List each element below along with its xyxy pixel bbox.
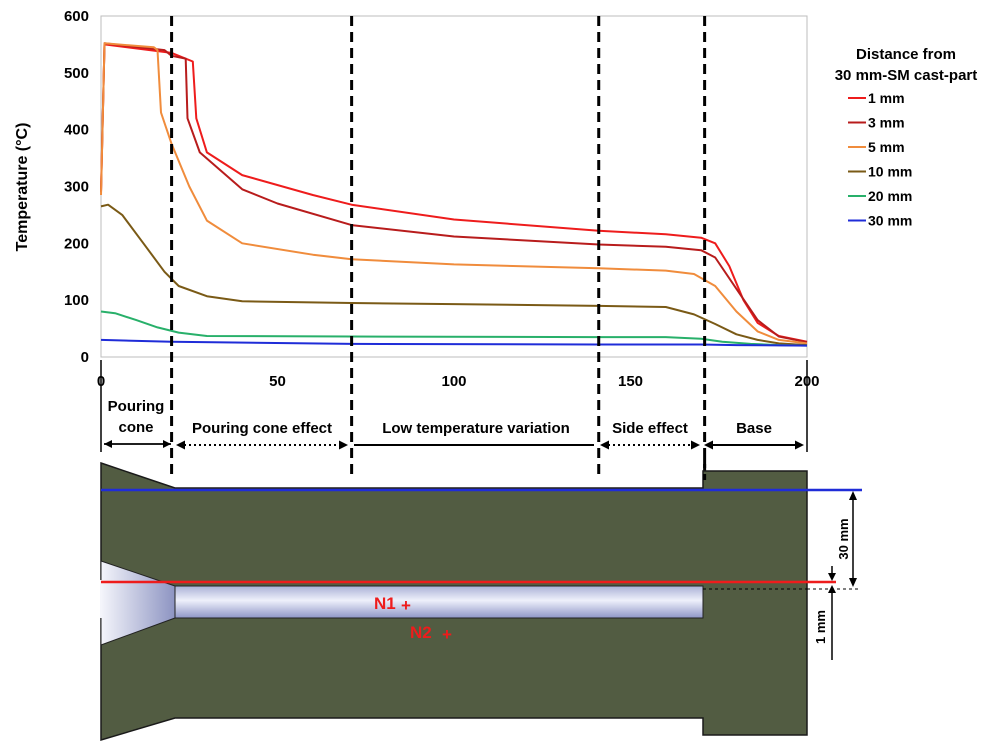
zone-arrowheads-cone-effect — [176, 440, 348, 450]
zone-annotations: Pouring cone Pouring cone effect Low tem… — [100, 360, 808, 452]
legend-label: 5 mm — [868, 139, 905, 155]
zone-dividers — [170, 16, 707, 480]
runner-cavity — [174, 585, 704, 619]
y-tick-label: 400 — [64, 122, 89, 139]
node-n1-marker: + — [401, 596, 411, 615]
y-tick-label: 300 — [64, 179, 89, 196]
node-n1-label: N1 — [374, 594, 396, 613]
y-tick-label: 200 — [64, 235, 89, 252]
legend-label: 10 mm — [868, 164, 912, 180]
legend-title-line1: Distance from — [856, 46, 956, 63]
series-line-10mm — [100, 203, 808, 347]
node-n2-label: N2 — [410, 623, 432, 642]
y-ticks: 0 100 200 300 400 500 600 — [64, 8, 89, 366]
legend-items: 1 mm 3 mm 5 mm 10 mm 20 mm 30 mm — [848, 90, 912, 229]
legend-label: 30 mm — [868, 213, 912, 229]
zone-label-side-effect: Side effect — [612, 420, 688, 437]
dim-label-30mm: 30 mm — [836, 518, 851, 559]
dim-label-1mm: 1 mm — [813, 610, 828, 644]
legend-label: 3 mm — [868, 115, 905, 131]
series-line-30mm — [100, 338, 808, 347]
x-tick-label: 100 — [441, 373, 466, 390]
series-line-5mm — [100, 42, 808, 345]
zone-arrowheads-pouring — [104, 440, 171, 448]
cast-part-section: 30 mm 1 mm N1 + N2 + — [100, 461, 862, 742]
y-tick-label: 600 — [64, 8, 89, 25]
series-line-3mm — [100, 42, 808, 344]
legend-label: 20 mm — [868, 188, 912, 204]
zone-label-base: Base — [736, 420, 772, 437]
y-axis-label: Temperature (°C) — [14, 123, 31, 252]
y-tick-label: 0 — [81, 349, 89, 366]
zone-label-low-variation: Low temperature variation — [382, 420, 570, 437]
plot-frame — [100, 15, 808, 358]
dim-arrowhead-1mm-top — [828, 573, 836, 581]
x-tick-label: 150 — [618, 373, 643, 390]
y-tick-label: 100 — [64, 292, 89, 309]
legend: Distance from 30 mm-SM cast-part 1 mm 3 m… — [835, 46, 978, 229]
y-tick-label: 500 — [64, 65, 89, 82]
zone-label-pouring-line2: cone — [118, 419, 153, 436]
series-line-20mm — [100, 310, 808, 347]
x-tick-label: 50 — [269, 373, 286, 390]
series-lines — [100, 42, 808, 347]
zone-label-cone-effect: Pouring cone effect — [192, 420, 332, 437]
dim-arrowhead-1mm — [828, 585, 836, 593]
legend-title-line2: 30 mm-SM cast-part — [835, 67, 978, 84]
zone-label-pouring-line1: Pouring — [108, 398, 165, 415]
legend-label: 1 mm — [868, 90, 905, 106]
node-n2-marker: + — [442, 625, 452, 644]
